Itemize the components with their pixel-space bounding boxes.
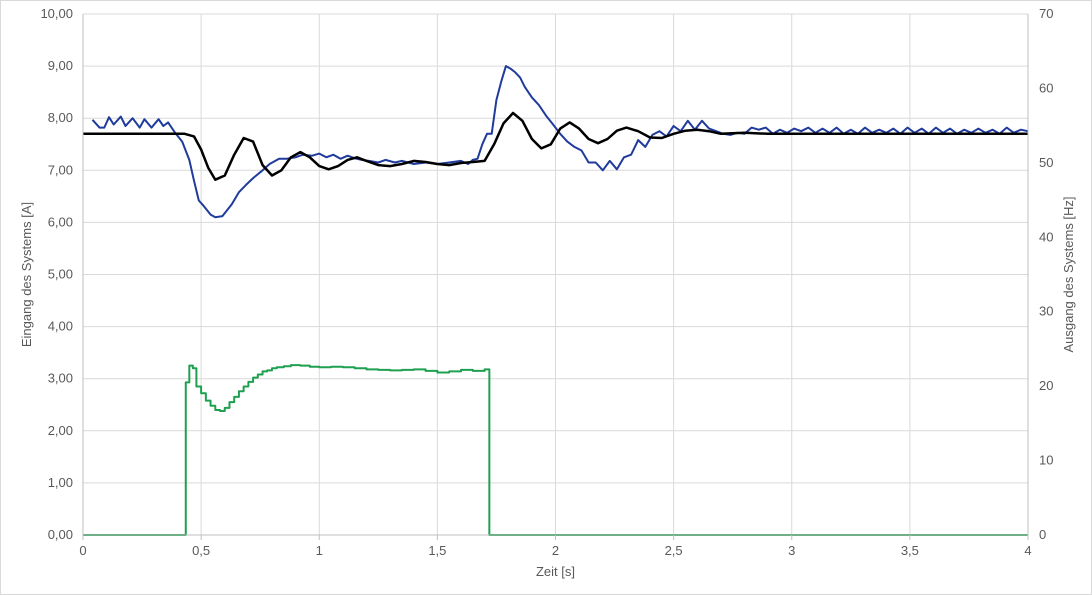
x-tick-label: 2	[552, 543, 559, 558]
y-right-tick-label: 50	[1039, 155, 1053, 170]
x-tick-label: 1	[316, 543, 323, 558]
y-left-tick-label: 1,00	[48, 475, 73, 490]
y-right-tick-label: 10	[1039, 453, 1053, 468]
y-left-tick-label: 5,00	[48, 267, 73, 282]
x-tick-label: 0	[79, 543, 86, 558]
y-left-tick-label: 3,00	[48, 371, 73, 386]
smooth-series-line	[83, 111, 1028, 181]
axis-lines	[82, 14, 1029, 540]
y-axis-left-title: Eingang des Systems [A]	[19, 202, 34, 347]
y-left-tick-label: 2,00	[48, 423, 73, 438]
series-layer	[83, 65, 1029, 536]
y-right-tick-label: 0	[1039, 527, 1046, 542]
y-left-tick-label: 7,00	[48, 162, 73, 177]
x-tick-label: 4	[1024, 543, 1031, 558]
y-left-tick-label: 10,00	[40, 6, 73, 21]
y-right-tick-label: 60	[1039, 80, 1053, 95]
y-left-tick-label: 9,00	[48, 58, 73, 73]
y-left-tick-label: 4,00	[48, 319, 73, 334]
y-axis-right-title: Ausgang des Systems [Hz]	[1061, 196, 1076, 352]
x-tick-label: 3,5	[901, 543, 919, 558]
y-left-tick-label: 8,00	[48, 110, 73, 125]
x-tick-label: 2,5	[665, 543, 683, 558]
y-left-tick-label: 6,00	[48, 214, 73, 229]
y-right-tick-label: 70	[1039, 6, 1053, 21]
output-series-line	[83, 364, 1028, 536]
tick-labels: 0,00 1,00 2,00 3,00 4,00 5,00 6,00 7,00 8,00 9,00…	[40, 6, 1053, 558]
x-axis-title: Zeit [s]	[536, 564, 575, 579]
x-tick-label: 0,5	[192, 543, 210, 558]
input-series-line	[91, 65, 1029, 219]
y-right-tick-label: 20	[1039, 378, 1053, 393]
x-tick-label: 1,5	[428, 543, 446, 558]
y-left-tick-label: 0,00	[48, 527, 73, 542]
y-right-tick-label: 40	[1039, 229, 1053, 244]
grid	[82, 13, 1029, 536]
y-right-tick-label: 30	[1039, 304, 1053, 319]
x-tick-label: 3	[788, 543, 795, 558]
